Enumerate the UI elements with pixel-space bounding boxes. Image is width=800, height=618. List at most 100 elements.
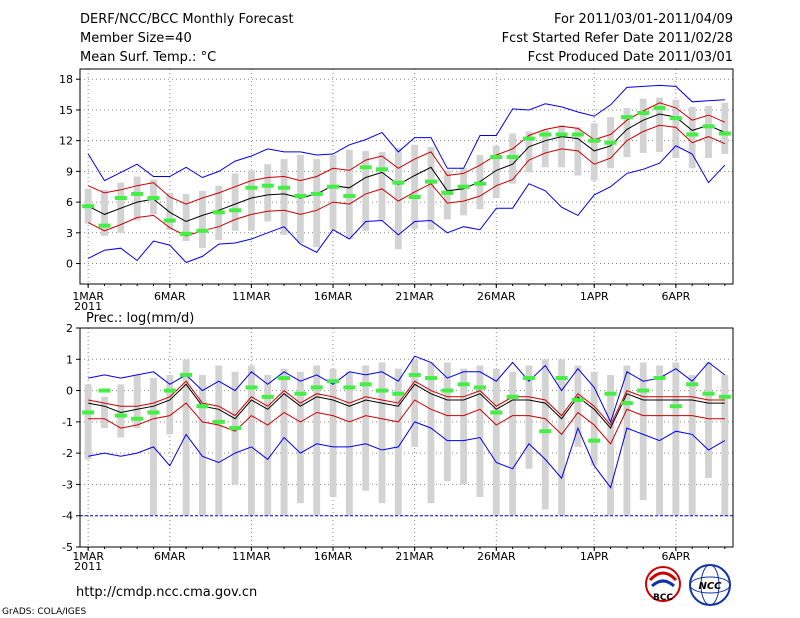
member-spread-box [721,374,729,516]
x-tick-sublabel: 2011 [74,300,102,313]
observed-marker [245,385,258,390]
header-produced-date: Fcst Produced Date 2011/03/01 [528,50,733,65]
observed-marker [718,394,731,399]
x-tick-label: 21MAR [395,290,434,303]
observed-marker [327,379,340,384]
observed-marker [571,397,584,402]
observed-marker [131,191,144,196]
observed-marker [310,191,323,196]
member-spread-box [574,365,582,447]
observed-marker [669,116,682,121]
observed-marker [147,410,160,415]
observed-marker [457,382,470,387]
observed-marker [310,385,323,390]
observed-marker [686,132,699,137]
x-tick-label: 1APR [580,290,609,303]
member-spread-box [247,365,255,516]
member-spread-box [460,368,468,485]
observed-marker [506,394,519,399]
member-spread-box [133,176,141,221]
bcc-logo-text: BCC [653,593,673,603]
member-spread-box [639,98,647,153]
observed-marker [473,385,486,390]
observed-marker [424,179,437,184]
member-spread-box [705,105,712,159]
y-tick-label: 0 [66,258,73,271]
precipitation-title: Prec.: log(mm/d) [86,311,194,326]
observed-marker [82,410,95,415]
member-spread-box [688,106,696,169]
observed-marker [131,416,144,421]
x-tick-label: 11MAR [232,550,271,563]
observed-marker [669,404,682,409]
member-spread-box [117,384,125,438]
x-tick-label: 1MAR [72,290,104,303]
y-tick-label: 15 [59,104,73,117]
observed-marker [359,165,372,170]
observed-marker [212,210,225,215]
observed-marker [539,429,552,434]
observed-marker [473,181,486,186]
ncc-logo: NCC [689,564,731,606]
x-tick-label: 21MAR [395,550,434,563]
observed-marker [212,419,225,424]
observed-marker [506,155,519,160]
member-spread-box [329,368,337,497]
member-spread-box [280,159,288,235]
footer-url[interactable]: http://cmdp.ncc.cma.gov.cn [76,585,257,600]
x-tick-label: 26MAR [477,550,516,563]
y-tick-label: 12 [59,135,73,148]
observed-marker [637,388,650,393]
observed-marker [163,388,176,393]
member-spread-box [688,374,696,516]
member-spread-box [476,365,484,497]
bcc-logo: BCC [645,566,681,603]
x-tick-label: 1APR [580,550,609,563]
observed-marker [359,382,372,387]
y-tick-label: -3 [62,478,73,491]
observed-marker [376,167,389,172]
member-spread-box [492,368,500,516]
member-spread-box [215,365,223,516]
observed-marker [229,426,242,431]
member-spread-box [231,173,239,231]
observed-marker [82,204,95,209]
observed-marker [539,132,552,137]
member-spread-box [558,359,566,516]
member-spread-box [182,193,190,241]
observed-marker [245,185,258,190]
member-spread-box [558,125,566,168]
x-tick-label: 6MAR [154,550,186,563]
observed-marker [261,394,274,399]
x-tick-label: 16MAR [314,550,353,563]
observed-marker [522,376,535,381]
member-spread-box [264,164,272,222]
series-line-ensemble-mean [87,113,726,223]
series-line-upper-band [88,380,725,426]
observed-marker [408,372,421,377]
observed-marker [718,131,731,136]
member-spread-box [101,396,108,429]
observed-marker [278,185,291,190]
member-spread-box [313,365,321,516]
y-tick-label: 2 [66,322,73,335]
header-title: DERF/NCC/BCC Monthly Forecast [80,12,294,27]
member-spread-box [296,155,304,244]
member-spread-box [394,147,402,250]
header-member-size: Member Size=40 [80,31,192,46]
observed-marker [98,223,111,228]
member-spread-box [362,365,370,491]
member-spread-box [590,123,598,181]
member-spread-box [133,374,141,429]
member-spread-box [182,359,190,516]
observed-marker [490,155,503,160]
series-line-upper-band [87,102,725,205]
observed-marker [571,132,584,137]
x-tick-label: 16MAR [314,290,353,303]
observed-marker [408,194,421,199]
observed-marker [180,231,193,236]
member-spread-box [280,368,288,516]
member-spread-box [247,170,255,231]
series-line-maximum [87,84,725,182]
